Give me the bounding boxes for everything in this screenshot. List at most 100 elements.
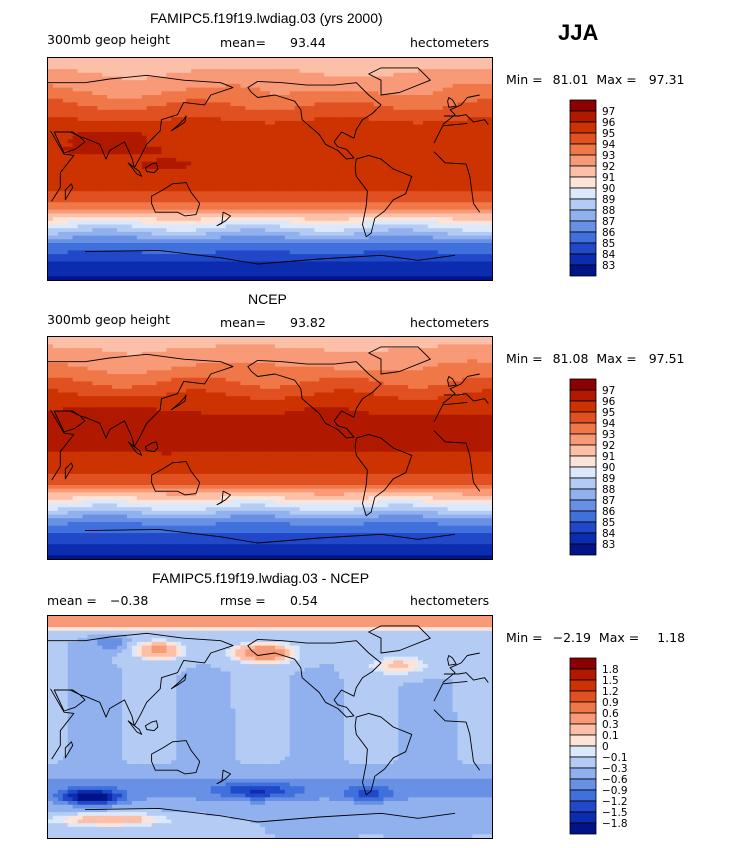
field-cell: [432, 139, 439, 144]
field-cell: [141, 217, 148, 222]
field-cell: [447, 120, 453, 125]
field-cell: [314, 257, 320, 262]
field-cell: [314, 120, 320, 125]
field-cell: [235, 95, 241, 100]
field-cell: [334, 120, 340, 125]
field-cell: [122, 176, 128, 181]
field-cell: [314, 146, 320, 151]
field-cell: [403, 72, 409, 77]
field-cell: [82, 224, 88, 229]
field-cell: [284, 180, 291, 185]
field-cell: [383, 224, 389, 229]
field-cell: [358, 128, 365, 133]
field-cell: [462, 176, 468, 181]
field-cell: [240, 83, 246, 88]
field-cell: [274, 209, 281, 214]
field-cell: [403, 157, 409, 162]
field-cell: [112, 217, 118, 222]
field-cell: [181, 180, 187, 185]
field-cell: [181, 157, 187, 162]
field-cell: [270, 109, 276, 114]
field-cell: [358, 213, 365, 218]
field-cell: [422, 206, 429, 211]
field-cell: [136, 157, 143, 162]
field-cell: [437, 224, 444, 229]
field-cell: [176, 102, 182, 107]
field-cell: [487, 183, 492, 188]
field-cell: [235, 117, 241, 122]
field-cell: [413, 102, 419, 107]
field-cell: [432, 120, 439, 125]
field-cell: [215, 98, 222, 103]
field-cell: [344, 191, 350, 196]
field-cell: [250, 154, 256, 159]
field-cell: [107, 98, 113, 103]
field-cell: [240, 231, 246, 236]
field-cell: [383, 228, 389, 233]
field-cell: [62, 169, 69, 174]
field-cell: [181, 65, 187, 70]
field-cell: [383, 187, 389, 192]
field-cell: [131, 76, 138, 81]
field-cell: [230, 128, 236, 133]
field-cell: [146, 202, 152, 207]
field-cell: [141, 176, 148, 181]
field-cell: [487, 231, 492, 236]
field-cell: [205, 154, 212, 159]
field-cell: [487, 169, 492, 174]
field-cell: [220, 191, 226, 196]
field-cell: [260, 198, 266, 203]
field-cell: [107, 191, 113, 196]
field-cell: [353, 87, 360, 92]
field-cell: [383, 98, 389, 103]
field-cell: [339, 143, 345, 148]
field-cell: [117, 95, 123, 100]
field-cell: [136, 69, 143, 74]
field-cell: [235, 235, 241, 240]
field-cell: [299, 106, 305, 111]
field-cell: [422, 109, 429, 114]
field-cell: [181, 261, 187, 266]
field-cell: [136, 254, 143, 259]
field-cell: [289, 187, 296, 192]
field-cell: [67, 91, 74, 96]
field-cell: [117, 183, 123, 188]
field-cell: [373, 157, 379, 162]
field-cell: [427, 80, 434, 85]
field-cell: [67, 213, 74, 218]
field-cell: [294, 65, 300, 70]
field-cell: [447, 206, 453, 211]
field-cell: [368, 198, 374, 203]
field-cell: [427, 250, 434, 255]
field-cell: [393, 202, 399, 207]
field-cell: [398, 176, 404, 181]
field-cell: [77, 154, 83, 159]
field-cell: [166, 157, 172, 162]
field-cell: [161, 217, 167, 222]
field-cell: [250, 239, 256, 244]
field-cell: [77, 202, 83, 207]
field-cell: [487, 91, 492, 96]
field-cell: [373, 224, 379, 229]
field-cell: [82, 132, 88, 137]
field-cell: [413, 143, 419, 148]
field-cell: [166, 257, 172, 262]
field-cell: [112, 243, 118, 248]
field-cell: [186, 83, 192, 88]
field-cell: [388, 231, 394, 236]
field-cell: [210, 191, 217, 196]
field-cell: [112, 254, 118, 259]
field-cell: [319, 146, 325, 151]
field-cell: [279, 106, 286, 111]
field-cell: [220, 209, 226, 214]
field-cell: [225, 246, 231, 251]
field-cell: [378, 161, 384, 166]
field-cell: [151, 194, 157, 199]
field-cell: [166, 224, 172, 229]
field-cell: [270, 180, 276, 185]
field-cell: [260, 257, 266, 262]
field-cell: [225, 224, 231, 229]
field-cell: [294, 157, 300, 162]
field-cell: [339, 135, 345, 140]
field-cell: [334, 187, 340, 192]
